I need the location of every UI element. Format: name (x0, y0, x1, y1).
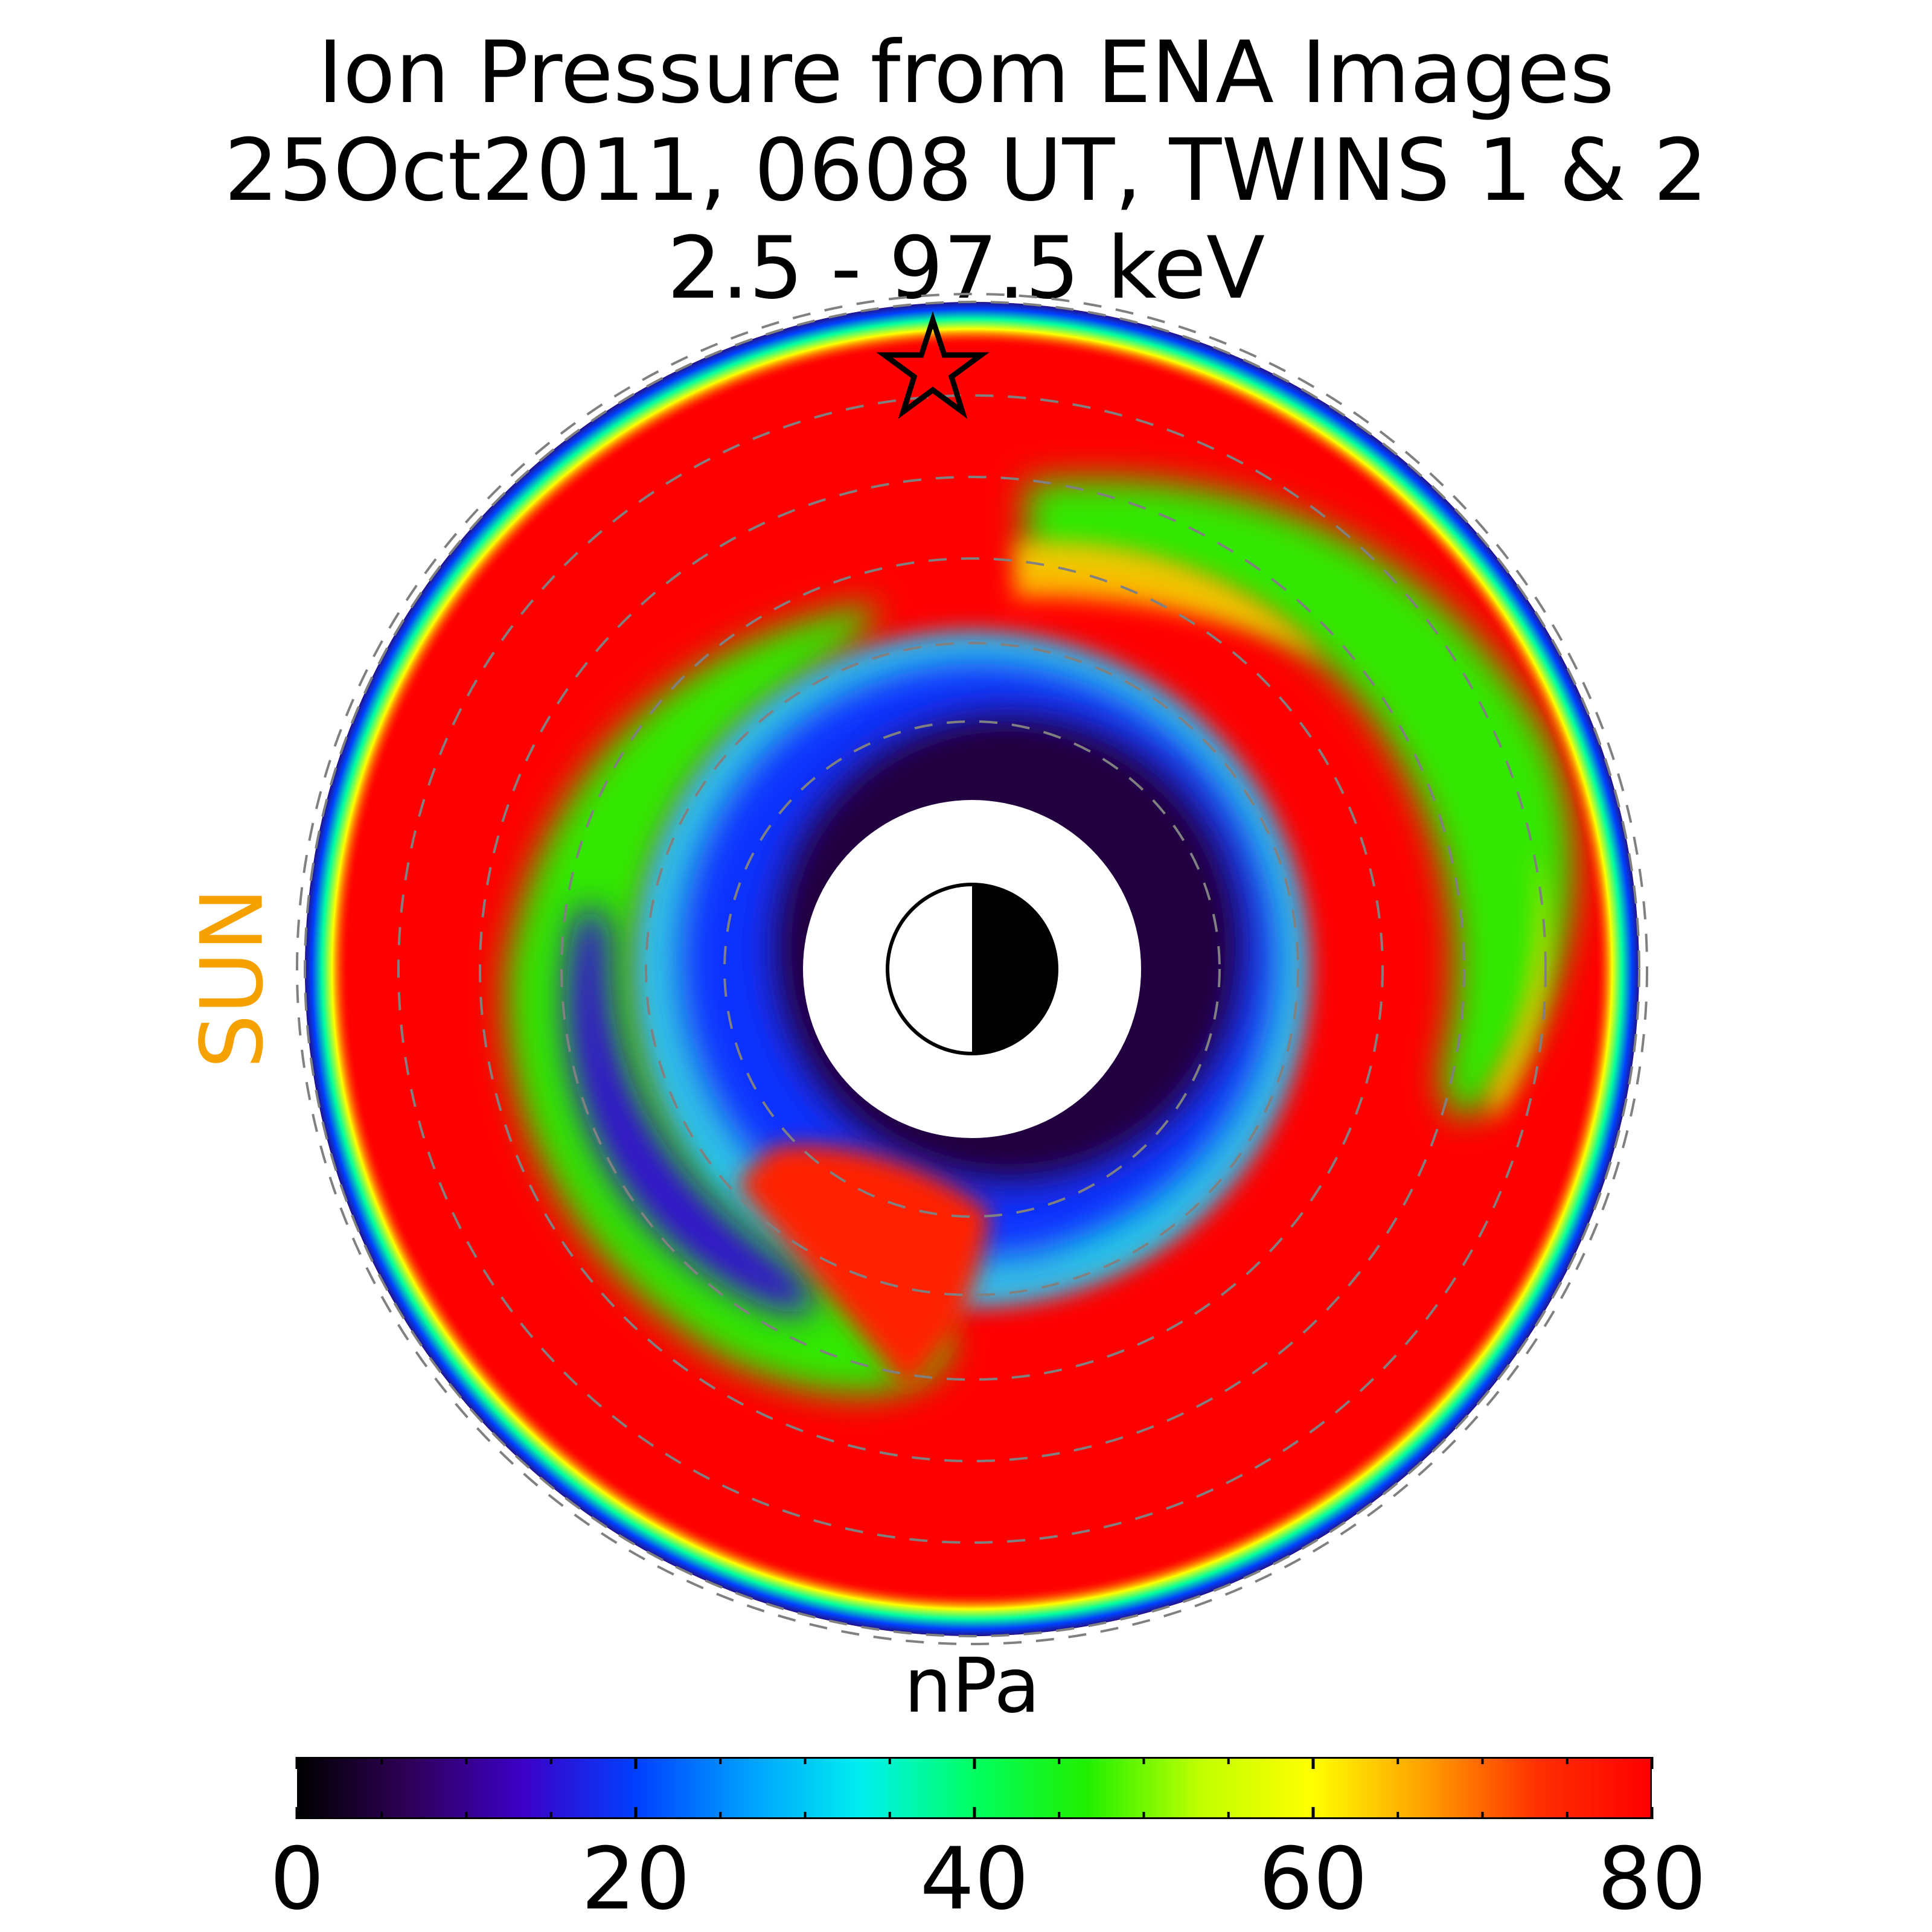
ring-6 (304, 301, 1640, 1637)
ring-1 (723, 720, 1221, 1218)
spacecraft-star-marker (876, 311, 990, 419)
earth-symbol (886, 883, 1058, 1055)
distance-rings (296, 293, 1648, 1645)
ring-5 (397, 394, 1547, 1544)
ring-7 (296, 293, 1648, 1645)
colorbar-tick-label-80: 80 (1597, 1829, 1707, 1929)
pressure-heatmap (305, 302, 1639, 1636)
colorbar-tick-label-40: 40 (920, 1829, 1029, 1929)
chart-title: Ion Pressure from ENA Images 25Oct2011, … (0, 24, 1932, 318)
title-line-2: 25Oct2011, 0608 UT, TWINS 1 & 2 (224, 121, 1708, 220)
colorbar-tick-label-0: 0 (269, 1829, 325, 1929)
ring-4 (479, 476, 1465, 1462)
ring-2 (645, 642, 1299, 1296)
ring-3 (560, 557, 1384, 1381)
colorbar-unit-label: nPa (904, 1642, 1040, 1730)
colorbar-tick-label-60: 60 (1258, 1829, 1368, 1929)
title-line-1: Ion Pressure from ENA Images (318, 23, 1614, 123)
colorbar-tick-label-20: 20 (581, 1829, 691, 1929)
